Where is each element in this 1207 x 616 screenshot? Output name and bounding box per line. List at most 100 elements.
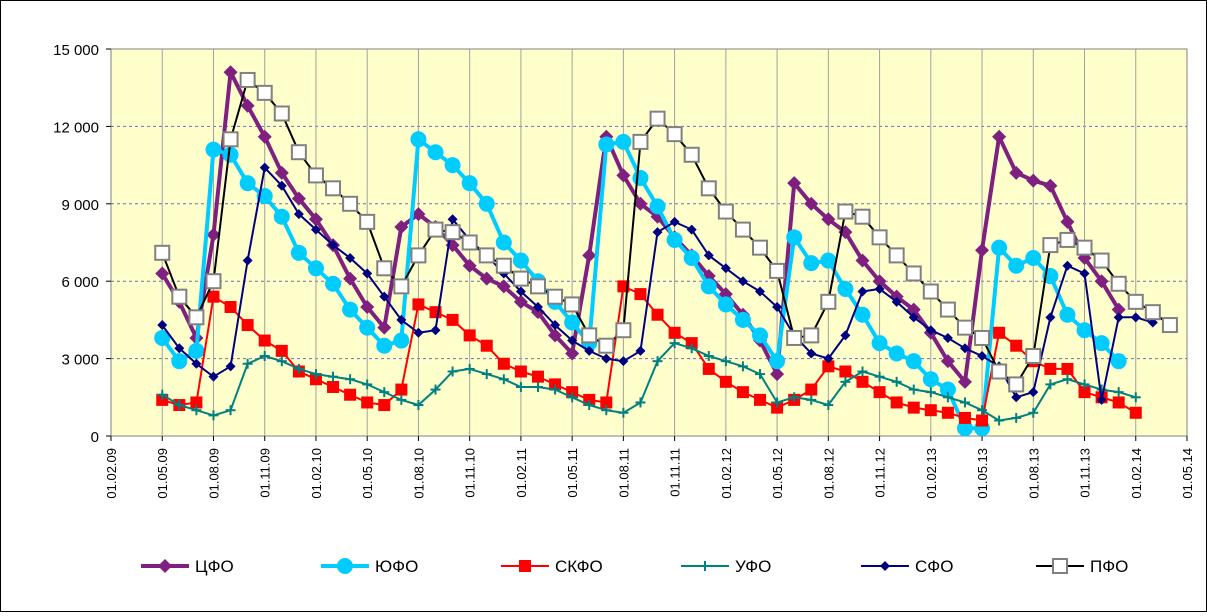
data-point — [977, 351, 988, 362]
data-point — [325, 180, 342, 197]
data-point — [515, 286, 526, 297]
data-point — [1113, 312, 1124, 323]
data-point — [462, 258, 477, 273]
series-2 — [154, 131, 1127, 437]
data-point — [337, 558, 353, 574]
data-point — [377, 320, 392, 335]
data-point — [581, 327, 598, 344]
data-point — [786, 229, 803, 246]
data-point — [1076, 239, 1093, 256]
data-point — [393, 332, 410, 349]
data-point — [258, 334, 271, 347]
data-point — [1111, 302, 1126, 317]
data-point — [939, 381, 956, 398]
data-point — [957, 374, 972, 389]
x-tick-label: 01.02.13 — [924, 448, 939, 499]
data-point — [479, 271, 494, 286]
legend-label: СКФО — [555, 557, 603, 576]
data-point — [1062, 374, 1073, 385]
data-point — [1096, 394, 1107, 405]
data-point — [582, 248, 597, 263]
data-point — [1130, 392, 1141, 403]
data-point — [974, 329, 991, 346]
data-point — [1008, 376, 1025, 393]
data-point — [804, 196, 819, 211]
data-point — [157, 320, 168, 331]
series-6 — [154, 71, 1178, 393]
x-tick-label: 01.02.10 — [309, 448, 324, 499]
data-point — [666, 126, 683, 143]
data-point — [530, 305, 545, 320]
data-point — [359, 319, 376, 336]
data-point — [171, 288, 188, 305]
data-point — [344, 388, 357, 401]
data-point — [1028, 387, 1039, 398]
x-tick-label: 01.02.12 — [719, 448, 734, 499]
data-point — [396, 314, 407, 325]
data-point — [958, 411, 971, 424]
data-point — [837, 203, 854, 220]
data-point — [495, 257, 512, 274]
data-point — [343, 271, 358, 286]
data-point — [1129, 406, 1142, 419]
data-point — [410, 131, 427, 148]
data-point — [225, 361, 236, 372]
data-point — [191, 405, 202, 416]
data-point — [515, 381, 526, 392]
data-point — [703, 250, 714, 261]
data-point — [273, 105, 290, 122]
data-point — [601, 353, 612, 364]
data-point — [991, 239, 1008, 256]
data-point — [700, 278, 717, 295]
data-point — [752, 239, 769, 256]
data-point — [754, 393, 767, 406]
data-point — [787, 176, 802, 191]
legend-item: СФО — [861, 557, 953, 576]
data-point — [310, 224, 321, 235]
data-point — [601, 405, 612, 416]
data-point — [840, 376, 851, 387]
data-point — [941, 406, 954, 419]
data-point — [223, 65, 238, 80]
data-point — [481, 369, 492, 380]
data-point — [789, 392, 800, 403]
data-point — [276, 180, 287, 191]
data-point — [669, 338, 680, 349]
data-point — [567, 335, 578, 346]
data-point — [686, 343, 697, 354]
data-point — [444, 224, 461, 241]
data-point — [205, 273, 222, 290]
data-point — [1011, 392, 1022, 403]
data-point — [805, 383, 818, 396]
data-point — [772, 302, 783, 312]
data-point — [447, 366, 458, 377]
data-point — [821, 212, 836, 227]
data-point — [427, 221, 444, 238]
data-point — [702, 362, 715, 375]
data-point — [497, 357, 510, 370]
data-point — [700, 180, 717, 197]
data-point — [1077, 250, 1092, 265]
data-point — [703, 351, 714, 362]
data-point — [514, 365, 527, 378]
data-point — [362, 268, 373, 279]
data-point — [290, 244, 307, 261]
data-point — [548, 328, 563, 343]
data-point — [905, 353, 922, 370]
data-point — [1113, 387, 1124, 398]
data-point — [769, 353, 786, 370]
legend-item: ПФО — [1036, 557, 1128, 576]
data-point — [222, 146, 239, 163]
data-point — [461, 175, 478, 192]
legend-label: ЮФО — [375, 557, 418, 576]
data-point — [1059, 306, 1076, 323]
data-point — [634, 288, 647, 301]
data-point — [291, 191, 306, 206]
x-tick-label: 01.08.13 — [1026, 448, 1041, 499]
data-point — [512, 270, 529, 287]
data-point — [362, 379, 373, 390]
data-point — [240, 98, 255, 113]
data-point — [1011, 412, 1022, 423]
x-tick-label: 01.05.11 — [565, 448, 580, 498]
